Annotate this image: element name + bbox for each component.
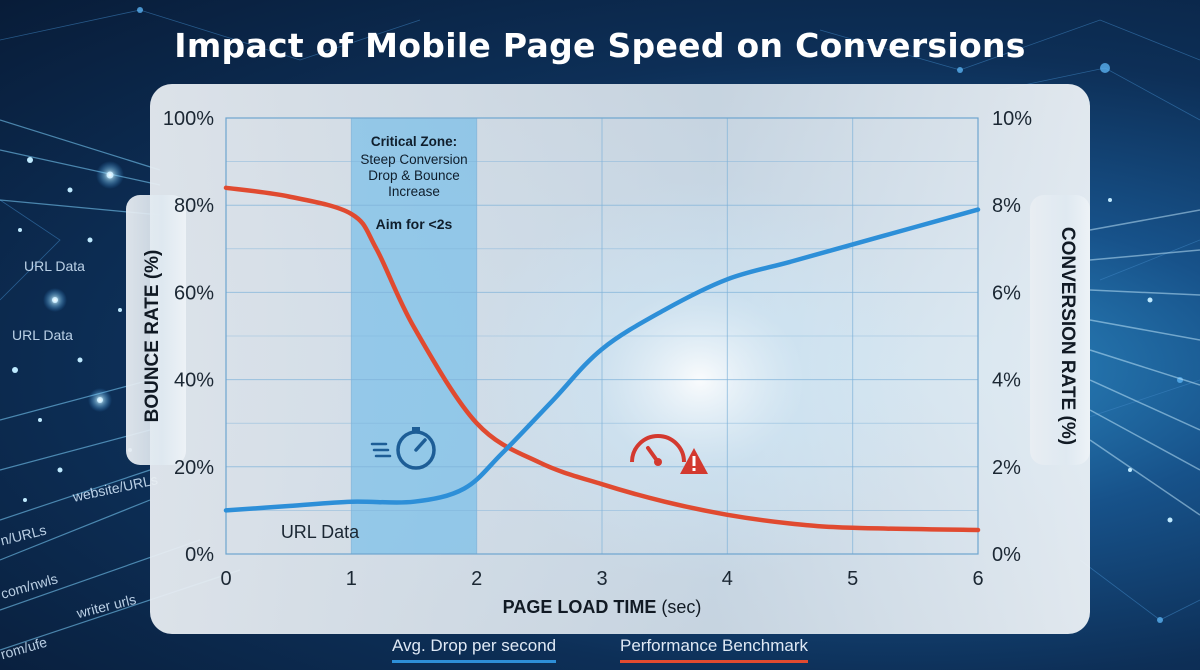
y-left-tick-label: 100% <box>163 108 214 130</box>
x-axis-title-main: PAGE LOAD TIME <box>503 597 662 617</box>
y-left-tick-label: 20% <box>174 457 214 479</box>
x-tick-label: 2 <box>471 568 482 590</box>
y-left-tick-label: 40% <box>174 370 214 392</box>
y-right-tick-label: 4% <box>992 370 1021 392</box>
decor-label: URL Data <box>12 327 73 343</box>
y-left-tick-label: 80% <box>174 195 214 217</box>
critical-zone-text: Increase <box>388 184 440 199</box>
y-right-tick-label: 2% <box>992 457 1021 479</box>
speedometer-icon <box>370 427 436 470</box>
critical-zone-heading: Critical Zone: <box>371 134 457 149</box>
y-right-tick-label: 6% <box>992 282 1021 304</box>
plot-frame <box>225 117 979 555</box>
critical-zone-note: Aim for <2s <box>376 216 453 232</box>
legend-swatch-blue <box>392 660 557 663</box>
x-tick-label: 0 <box>220 568 231 590</box>
x-tick-label: 4 <box>722 568 733 590</box>
x-tick-label: 5 <box>847 568 858 590</box>
x-tick-label: 6 <box>972 568 983 590</box>
chart-title: Impact of Mobile Page Speed on Conversio… <box>174 26 1026 65</box>
y-right-tick-label: 10% <box>992 108 1032 130</box>
y-right-axis-title: CONVERSION RATE (%) <box>1057 227 1078 445</box>
decor-label: URL Data <box>24 258 85 274</box>
plot-annotation: URL Data <box>281 522 360 542</box>
series-line-performance-benchmark <box>223 185 981 533</box>
legend-swatch-red <box>620 660 809 663</box>
y-left-axis-title: BOUNCE RATE (%) <box>142 250 163 423</box>
y-right-tick-label: 0% <box>992 544 1021 566</box>
series-line-avg-drop-per-second <box>223 207 981 513</box>
legend-item-avg-drop: Avg. Drop per second <box>392 636 557 663</box>
y-left-tick-label: 60% <box>174 282 214 304</box>
x-axis-title-unit: (sec) <box>661 597 701 617</box>
y-left-tick-label: 0% <box>185 544 214 566</box>
x-axis-title: PAGE LOAD TIME (sec) <box>503 597 702 617</box>
critical-zone-text: Steep Conversion <box>360 152 467 167</box>
critical-zone-text: Drop & Bounce <box>368 168 460 183</box>
legend-label: Performance Benchmark <box>620 636 809 655</box>
x-tick-label: 3 <box>596 568 607 590</box>
warning-gauge-icon <box>630 434 708 474</box>
x-tick-label: 1 <box>346 568 357 590</box>
y-right-tick-label: 8% <box>992 195 1021 217</box>
legend-label: Avg. Drop per second <box>392 636 557 655</box>
legend-item-benchmark: Performance Benchmark <box>620 636 809 663</box>
